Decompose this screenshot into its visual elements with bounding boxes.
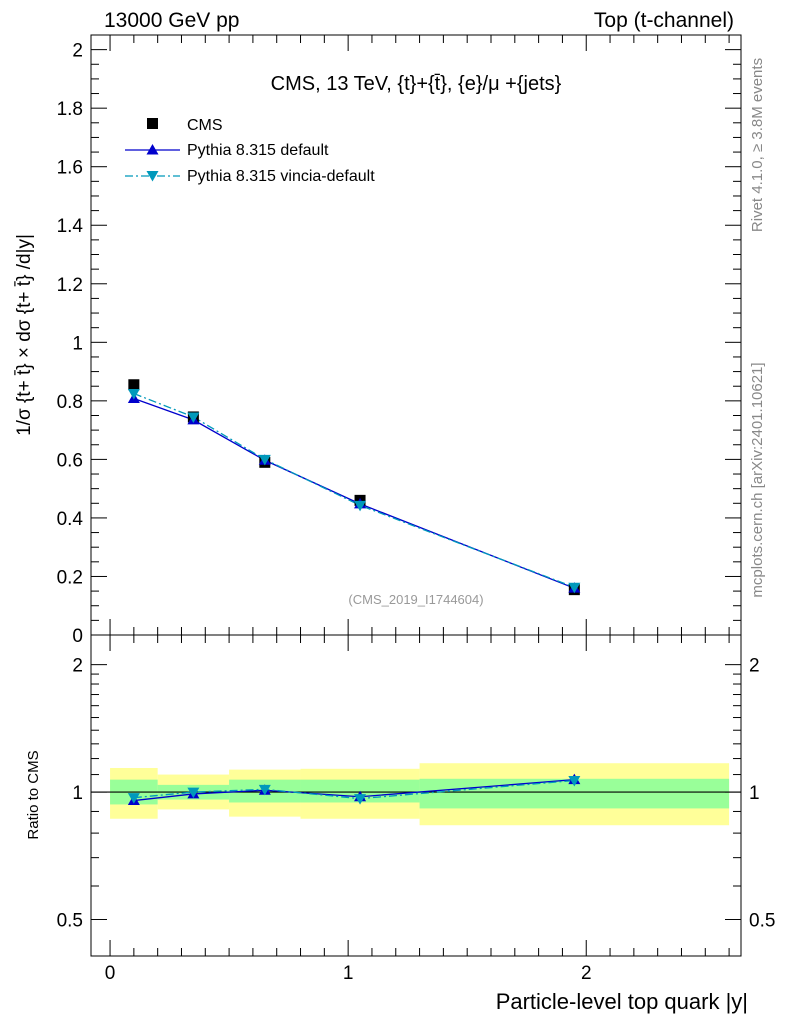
legend-label-cms: CMS <box>187 117 223 134</box>
mcplots-label: mcplots.cern.ch [arXiv:2401.10621] <box>749 362 766 597</box>
main-series-lines <box>133 392 575 589</box>
ratio-ytick-label: 1 <box>72 783 83 804</box>
ratio-ytick-label-right: 1 <box>749 783 760 804</box>
main-ytick-label: 0 <box>72 626 83 647</box>
plot-title: CMS, 13 TeV, {t}+{t̄}, {e}/μ +{jets} <box>271 73 562 95</box>
main-ytick-label: 1.4 <box>57 216 84 237</box>
ratio-y-axis-label: Ratio to CMS <box>25 750 42 839</box>
main-ytick-label: 1.6 <box>57 158 83 179</box>
legend-label-default: Pythia 8.315 default <box>187 142 329 159</box>
ratio-xtick-label: 2 <box>581 963 592 984</box>
header-right: Top (t-channel) <box>594 9 734 32</box>
ratio-point-vincia <box>187 787 200 799</box>
header-left: 13000 GeV pp <box>104 9 239 32</box>
ratio-point-vincia <box>127 793 140 804</box>
main-ytick-label: 1 <box>72 333 83 354</box>
ratio-point-vincia <box>354 794 367 805</box>
ratio-xtick-label: 1 <box>343 963 354 984</box>
analysis-id: (CMS_2019_I1744604) <box>348 592 483 607</box>
ratio-frame <box>90 634 742 957</box>
main-ytick-label: 0.6 <box>57 450 83 471</box>
series-line-1 <box>133 397 575 589</box>
vincia-data-point <box>568 582 581 594</box>
main-ticks: 0 0.2 0.4 0.6 0.8 1 1.2 1.4 1.6 1.8 2 <box>57 35 741 647</box>
main-ytick-label: 2 <box>72 41 83 62</box>
vincia-data-point <box>127 389 140 400</box>
cms-data-point <box>128 379 140 391</box>
ratio-ytick-label-right: 0.5 <box>749 911 775 932</box>
main-series-markers <box>127 379 581 596</box>
ratio-point-vincia <box>258 784 271 796</box>
ratio-series-markers <box>127 773 581 806</box>
legend-marker-default <box>146 144 159 155</box>
legend-marker-cms <box>147 118 158 129</box>
main-ytick-label: 0.4 <box>57 509 84 530</box>
ratio-ytick-label-right: 2 <box>749 656 760 677</box>
main-ytick-label: 0.8 <box>57 392 83 413</box>
rivet-label: Rivet 4.1.0, ≥ 3.8M events <box>749 58 766 232</box>
vincia-data-point <box>258 454 271 466</box>
legend-label-vincia: Pythia 8.315 vincia-default <box>187 168 375 185</box>
legend: CMS Pythia 8.315 default Pythia 8.315 vi… <box>125 117 375 185</box>
main-ytick-label: 0.2 <box>57 567 83 588</box>
vincia-data-point <box>354 500 367 512</box>
ratio-xtick-label: 0 <box>105 963 116 984</box>
main-ytick-label: 1.2 <box>57 275 83 296</box>
ratio-ytick-label: 0.5 <box>57 911 83 932</box>
x-axis-label: Particle-level top quark |y| <box>496 989 748 1014</box>
vincia-data-point <box>187 412 200 423</box>
ratio-point-vincia <box>568 776 581 787</box>
ratio-ytick-label: 2 <box>72 656 83 677</box>
main-ytick-label: 1.8 <box>57 99 83 120</box>
series-line-2 <box>133 392 575 588</box>
main-y-axis-label: 1/σ {t+ t̄} × dσ {t+ t̄} /d|y| <box>14 234 35 436</box>
ratio-ticks: 0.5 0.5 1 1 2 2 0 1 2 <box>57 635 775 984</box>
legend-marker-vincia <box>146 171 159 182</box>
